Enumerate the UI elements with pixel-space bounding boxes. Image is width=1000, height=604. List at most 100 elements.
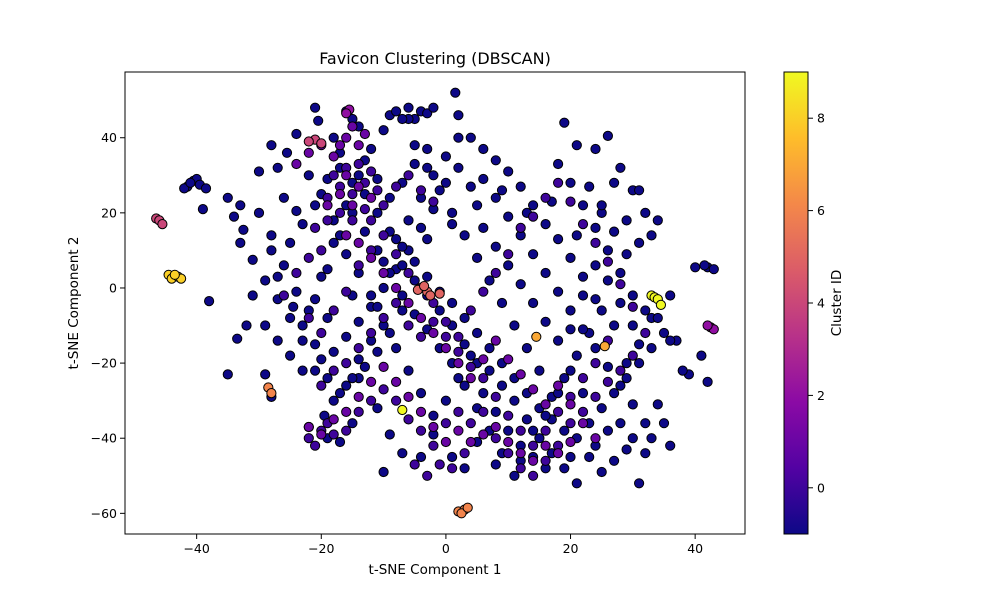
data-point xyxy=(434,459,445,470)
data-point xyxy=(341,132,352,143)
data-point xyxy=(540,219,551,230)
data-point xyxy=(609,177,620,188)
data-point xyxy=(391,395,402,406)
data-point xyxy=(696,350,707,361)
data-point xyxy=(232,333,243,344)
data-point xyxy=(303,136,314,147)
data-point xyxy=(472,252,483,263)
y-axis-label: t-SNE Component 2 xyxy=(66,237,82,370)
data-point xyxy=(565,418,576,429)
x-tick-label: −40 xyxy=(183,541,209,556)
data-point xyxy=(341,230,352,241)
data-point xyxy=(590,391,601,402)
data-point xyxy=(640,327,651,339)
data-point xyxy=(652,215,663,226)
data-point xyxy=(347,215,358,226)
data-point xyxy=(359,361,370,372)
data-point xyxy=(403,365,414,376)
data-point xyxy=(278,290,289,301)
data-point xyxy=(353,237,364,248)
data-point xyxy=(462,502,473,513)
data-point xyxy=(609,455,620,466)
data-point xyxy=(366,395,377,406)
data-point xyxy=(303,433,314,444)
plot-frame xyxy=(124,71,746,535)
data-point xyxy=(559,425,570,436)
data-point xyxy=(559,463,570,474)
data-point xyxy=(366,143,377,155)
colorbar-tick-label: 8 xyxy=(817,111,825,126)
data-point xyxy=(372,207,383,218)
data-point xyxy=(409,158,420,170)
data-point xyxy=(503,166,514,177)
data-point xyxy=(515,181,526,192)
data-point xyxy=(372,185,383,196)
data-point xyxy=(602,361,614,372)
data-point xyxy=(415,425,427,436)
data-point xyxy=(347,121,358,132)
data-point xyxy=(235,200,246,211)
data-point xyxy=(602,376,614,387)
data-point xyxy=(602,245,614,256)
data-point xyxy=(384,192,395,203)
points-layer xyxy=(151,87,719,519)
data-point xyxy=(627,399,638,410)
data-point xyxy=(621,358,632,369)
data-point xyxy=(310,200,321,211)
data-point xyxy=(484,365,495,376)
data-point xyxy=(372,403,383,414)
data-point xyxy=(341,170,352,181)
data-point xyxy=(440,436,451,448)
data-point xyxy=(322,373,333,384)
data-point xyxy=(478,388,489,399)
data-point xyxy=(403,320,414,331)
data-point xyxy=(456,508,467,519)
data-point xyxy=(341,406,352,417)
data-point xyxy=(378,256,389,267)
data-point xyxy=(415,185,427,196)
data-point xyxy=(415,451,427,463)
data-point xyxy=(353,158,364,170)
data-point xyxy=(627,320,638,331)
data-point xyxy=(540,410,551,421)
data-point xyxy=(690,262,701,273)
data-point xyxy=(278,192,289,203)
data-point xyxy=(528,384,539,395)
data-point xyxy=(397,448,408,459)
data-point xyxy=(428,327,439,339)
data-point xyxy=(540,267,551,279)
data-point xyxy=(509,320,520,331)
data-point xyxy=(627,301,638,312)
data-point xyxy=(478,354,489,365)
data-point xyxy=(490,459,501,470)
data-point xyxy=(515,279,526,290)
data-point xyxy=(334,388,346,399)
data-point xyxy=(391,234,402,245)
data-point xyxy=(422,143,433,155)
data-point xyxy=(266,140,277,151)
data-point xyxy=(453,110,464,121)
colorbar-tick-label: 2 xyxy=(817,388,825,403)
data-point xyxy=(316,245,327,256)
data-point xyxy=(553,177,564,188)
data-point xyxy=(655,299,667,310)
data-point xyxy=(378,282,389,294)
data-point xyxy=(503,211,514,222)
x-axis: −40 −20 0 20 40 xyxy=(183,534,703,556)
data-point xyxy=(303,421,314,433)
data-point xyxy=(652,312,663,324)
data-point xyxy=(447,463,458,474)
data-point xyxy=(266,230,277,241)
data-point xyxy=(602,275,614,286)
data-point xyxy=(453,346,464,357)
data-point xyxy=(353,181,364,192)
data-point xyxy=(440,177,451,188)
data-point xyxy=(496,297,508,309)
colorbar-tick-label: 6 xyxy=(817,203,825,218)
data-point xyxy=(571,230,582,241)
data-point xyxy=(478,406,489,417)
chart-title: Favicon Clustering (DBSCAN) xyxy=(319,49,551,68)
data-point xyxy=(490,267,501,279)
data-point xyxy=(322,264,333,275)
